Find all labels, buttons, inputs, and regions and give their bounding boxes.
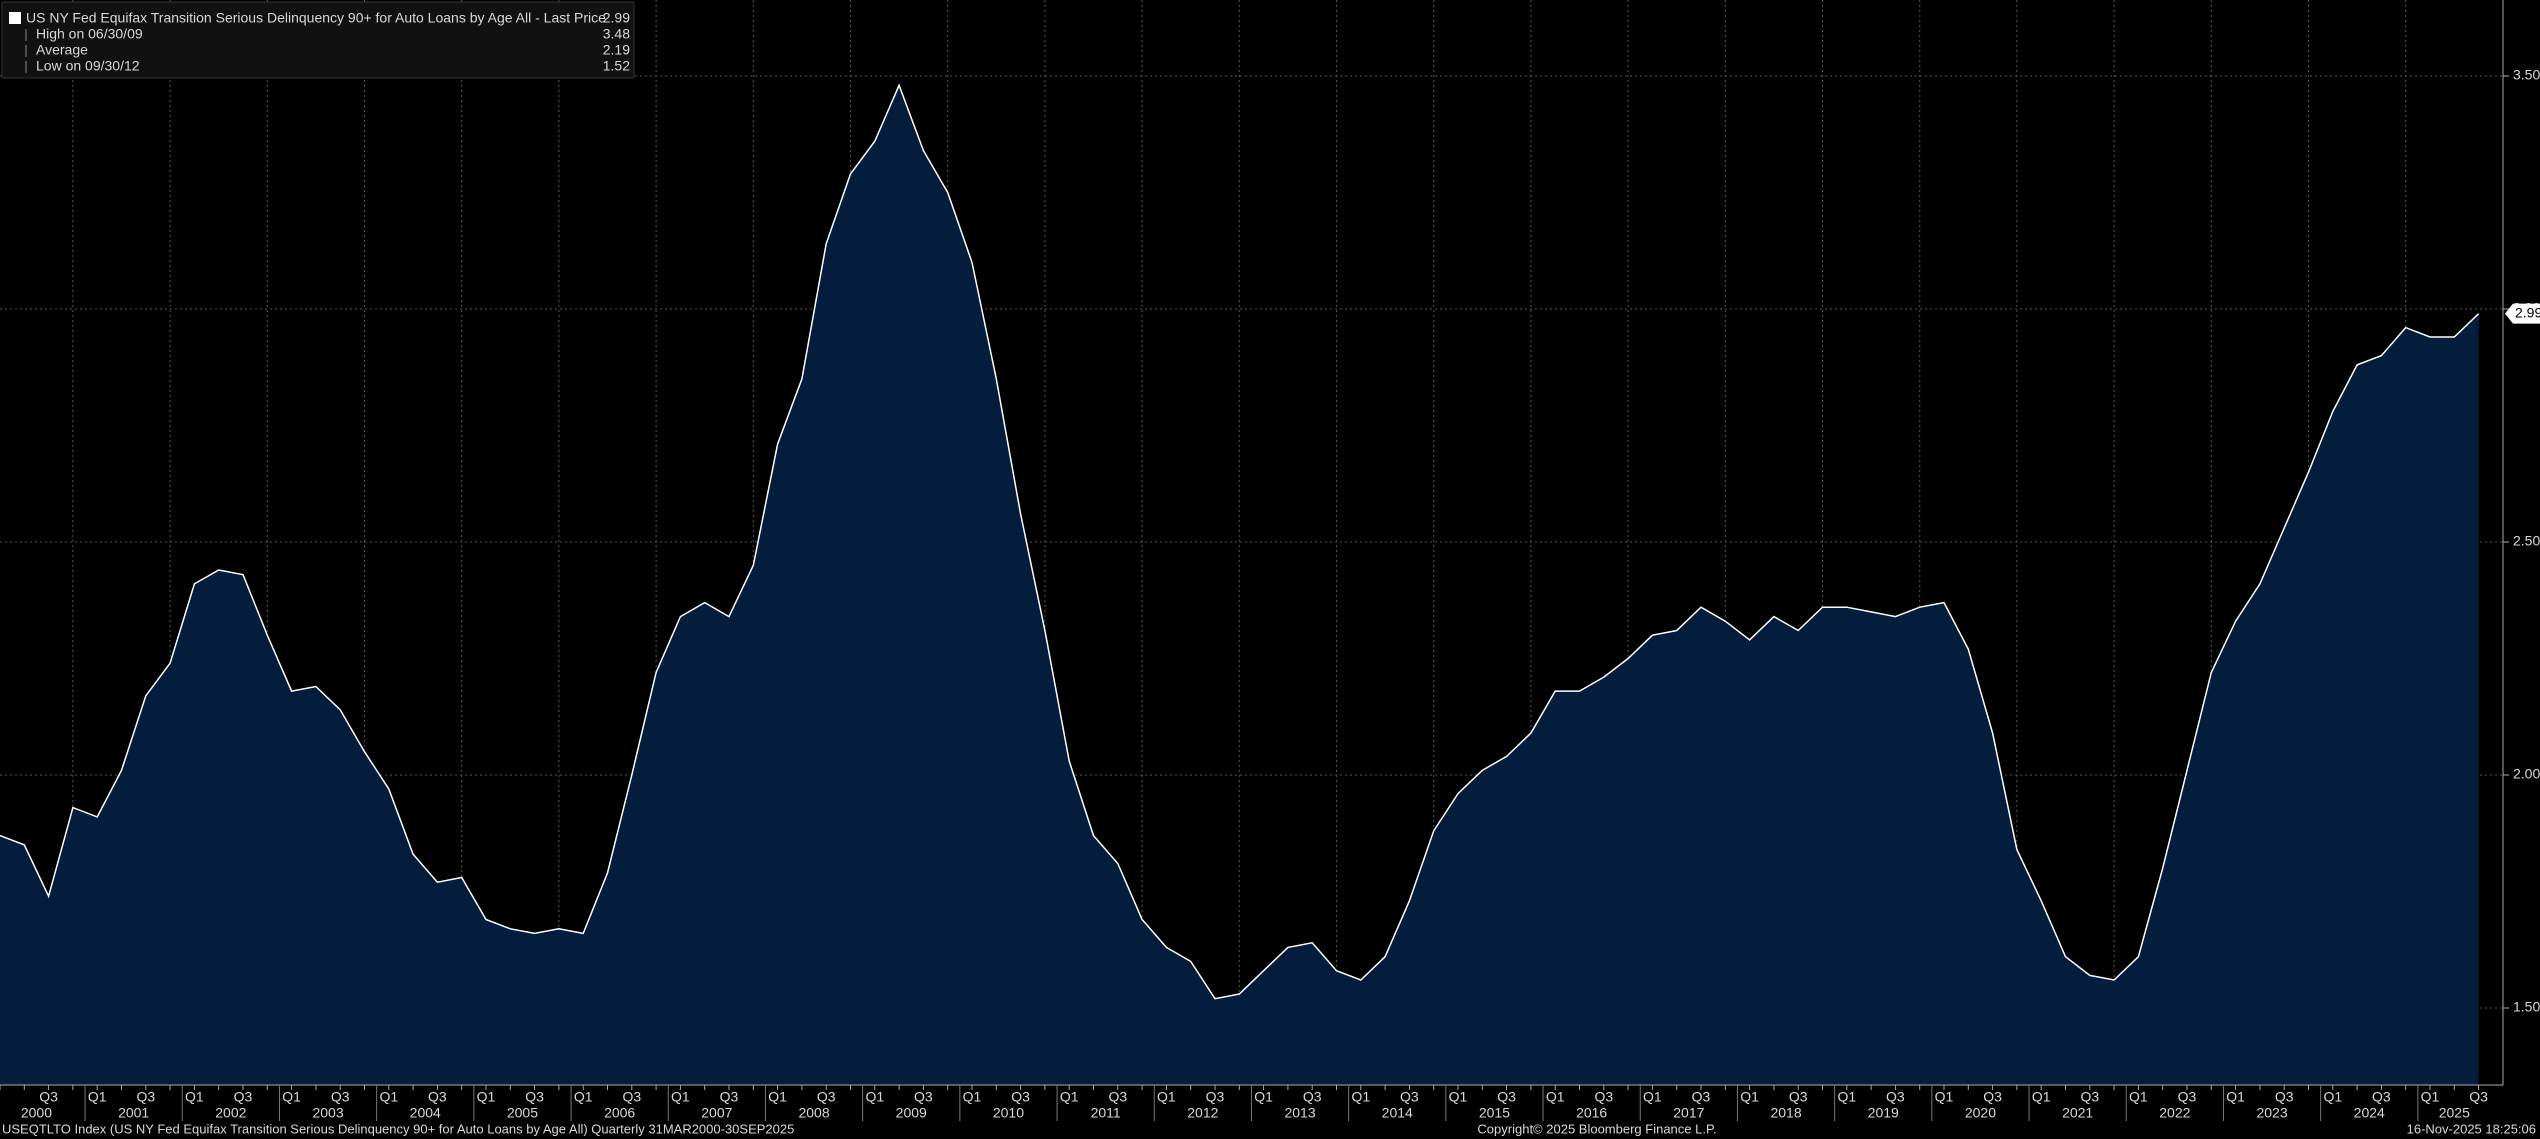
x-tick-label: Q1: [2032, 1089, 2051, 1105]
year-label: 2000: [21, 1105, 52, 1121]
year-label: 2003: [312, 1105, 343, 1121]
last-price-tag: [2505, 303, 2540, 324]
year-label: 2015: [1479, 1105, 1510, 1121]
x-tick-label: Q1: [185, 1089, 204, 1105]
footer-left: USEQTLTO Index (US NY Fed Equifax Transi…: [2, 1121, 794, 1136]
legend-stat-label: Average: [36, 42, 88, 58]
y-tick-label: 2.50: [2513, 533, 2540, 549]
x-tick-label: Q3: [1400, 1089, 1419, 1105]
y-tick-label: 3.50: [2513, 67, 2540, 83]
x-tick-label: Q3: [525, 1089, 544, 1105]
x-tick-label: Q3: [428, 1089, 447, 1105]
x-tick-label: Q3: [720, 1089, 739, 1105]
x-tick-label: Q3: [914, 1089, 933, 1105]
year-label: 2016: [1576, 1105, 1607, 1121]
x-tick-label: Q3: [331, 1089, 350, 1105]
legend-last-value: 2.99: [603, 10, 630, 26]
year-label: 2014: [1382, 1105, 1413, 1121]
legend-stat-value: 1.52: [603, 58, 630, 74]
legend-stat-value: 3.48: [603, 26, 630, 42]
x-tick-label: Q3: [1594, 1089, 1613, 1105]
y-tick-label: 2.00: [2513, 766, 2540, 782]
x-tick-label: Q1: [2323, 1089, 2342, 1105]
x-tick-label: Q3: [39, 1089, 58, 1105]
year-label: 2007: [701, 1105, 732, 1121]
x-tick-label: Q3: [1983, 1089, 2002, 1105]
x-tick-label: Q3: [1206, 1089, 1225, 1105]
x-tick-label: Q1: [1254, 1089, 1273, 1105]
year-label: 2017: [1673, 1105, 1704, 1121]
x-tick-label: Q1: [2129, 1089, 2148, 1105]
x-tick-label: Q3: [1692, 1089, 1711, 1105]
year-label: 2013: [1284, 1105, 1315, 1121]
x-tick-label: Q1: [2421, 1089, 2440, 1105]
x-tick-label: Q3: [136, 1089, 155, 1105]
y-tick-label: 1.50: [2513, 999, 2540, 1015]
x-tick-label: Q1: [1060, 1089, 1079, 1105]
last-price-label: 2.99: [2515, 304, 2540, 320]
x-tick-label: Q1: [1157, 1089, 1176, 1105]
x-tick-label: Q1: [1546, 1089, 1565, 1105]
x-tick-label: Q1: [963, 1089, 982, 1105]
x-tick-label: Q1: [1351, 1089, 1370, 1105]
x-tick-label: Q1: [671, 1089, 690, 1105]
year-label: 2008: [798, 1105, 829, 1121]
x-tick-label: Q3: [1303, 1089, 1322, 1105]
x-tick-label: Q1: [768, 1089, 787, 1105]
x-tick-label: Q1: [379, 1089, 398, 1105]
x-tick-label: Q3: [1497, 1089, 1516, 1105]
year-label: 2021: [2062, 1105, 2093, 1121]
x-tick-label: Q3: [2080, 1089, 2099, 1105]
x-tick-label: Q3: [2178, 1089, 2197, 1105]
legend-swatch: [9, 12, 21, 24]
legend-title: US NY Fed Equifax Transition Serious Del…: [26, 10, 606, 26]
x-tick-label: Q1: [1643, 1089, 1662, 1105]
x-tick-label: Q1: [2226, 1089, 2245, 1105]
x-tick-label: Q3: [2275, 1089, 2294, 1105]
legend-stat-label: Low on 09/30/12: [36, 58, 140, 74]
year-label: 2025: [2439, 1105, 2470, 1121]
year-label: 2018: [1770, 1105, 1801, 1121]
x-tick-label: Q3: [817, 1089, 836, 1105]
legend-stat-value: 2.19: [603, 42, 630, 58]
year-label: 2024: [2354, 1105, 2385, 1121]
footer-right: 16-Nov-2025 18:25:06: [2407, 1121, 2536, 1136]
year-label: 2001: [118, 1105, 149, 1121]
x-tick-label: Q1: [1740, 1089, 1759, 1105]
year-label: 2020: [1965, 1105, 1996, 1121]
x-tick-label: Q1: [865, 1089, 884, 1105]
legend-box: [1, 1, 635, 79]
x-tick-label: Q3: [2469, 1089, 2488, 1105]
x-tick-label: Q3: [1886, 1089, 1905, 1105]
legend-stat-label: High on 06/30/09: [36, 26, 143, 42]
year-label: 2005: [507, 1105, 538, 1121]
x-tick-label: Q1: [574, 1089, 593, 1105]
year-label: 2010: [993, 1105, 1024, 1121]
x-tick-label: Q1: [1449, 1089, 1468, 1105]
year-label: 2006: [604, 1105, 635, 1121]
line: [0, 83, 2480, 1000]
x-tick-label: Q3: [2372, 1089, 2391, 1105]
year-label: 2019: [1868, 1105, 1899, 1121]
x-tick-label: Q3: [1011, 1089, 1030, 1105]
year-label: 2022: [2159, 1105, 2190, 1121]
x-tick-label: Q1: [477, 1089, 496, 1105]
year-label: 2004: [410, 1105, 441, 1121]
footer-center: Copyright© 2025 Bloomberg Finance L.P.: [1477, 1121, 1716, 1136]
x-tick-label: Q3: [234, 1089, 253, 1105]
x-tick-label: Q1: [1935, 1089, 1954, 1105]
area: [0, 85, 2479, 1086]
year-label: 2002: [215, 1105, 246, 1121]
x-tick-label: Q1: [1837, 1089, 1856, 1105]
year-label: 2009: [896, 1105, 927, 1121]
year-label: 2023: [2256, 1105, 2287, 1121]
x-tick-label: Q3: [622, 1089, 641, 1105]
year-label: 2012: [1187, 1105, 1218, 1121]
x-tick-label: Q1: [88, 1089, 107, 1105]
x-tick-label: Q3: [1108, 1089, 1127, 1105]
year-label: 2011: [1091, 1105, 1121, 1121]
x-tick-label: Q1: [282, 1089, 301, 1105]
x-tick-label: Q3: [1789, 1089, 1808, 1105]
